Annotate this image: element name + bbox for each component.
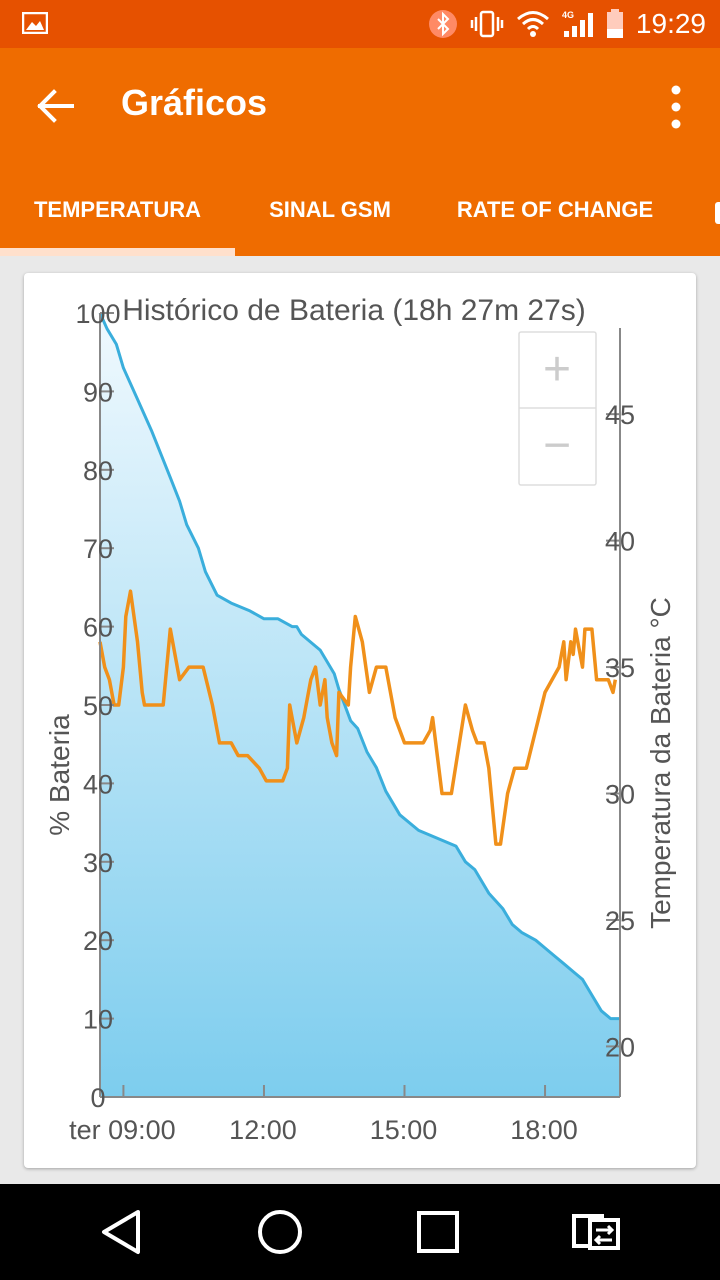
status-icons: 4G 19:29 bbox=[428, 0, 706, 48]
tab-rate-of-change[interactable]: RATE OF CHANGE bbox=[456, 197, 654, 222]
zoom-controls: + − bbox=[518, 331, 597, 486]
battery-line bbox=[98, 312, 620, 1021]
y-tick-label: 50 bbox=[83, 691, 113, 721]
x-tick-label: ter 09:00 bbox=[69, 1115, 176, 1145]
status-time: 19:29 bbox=[635, 8, 706, 39]
chart-card: 0 10 20 30 40 50 60 70 80 90 100 20 25 30 35 40 45 ter 09… bbox=[24, 273, 696, 1168]
tab-sinal-gsm[interactable]: SINAL GSM bbox=[269, 197, 391, 222]
y-axis-label: % Bateria bbox=[44, 714, 75, 836]
tab-indicator bbox=[0, 248, 235, 256]
page-title: Gráficos bbox=[121, 82, 268, 123]
y-tick-label: 90 bbox=[83, 377, 113, 407]
y2-axis-label: Temperatura da Bateria °C bbox=[645, 597, 676, 929]
arrow-back-icon[interactable] bbox=[30, 80, 82, 132]
tab-overflow-edge bbox=[715, 202, 720, 224]
zoom-in-label: + bbox=[543, 343, 571, 396]
y2-tick-label: 40 bbox=[605, 527, 635, 557]
recents-nav-icon[interactable] bbox=[406, 1200, 470, 1264]
tab-temperatura[interactable]: TEMPERATURA bbox=[33, 197, 202, 222]
y-tick-label: 60 bbox=[83, 613, 113, 643]
y-tick-label: 80 bbox=[83, 456, 113, 486]
x-tick-label: 18:00 bbox=[510, 1115, 578, 1145]
x-tick-label: 12:00 bbox=[229, 1115, 297, 1145]
switch-app-icon[interactable] bbox=[564, 1200, 628, 1264]
network-type-label: 4G bbox=[562, 10, 574, 20]
back-nav-icon[interactable] bbox=[90, 1200, 154, 1264]
navigation-bar bbox=[0, 1184, 720, 1280]
bluetooth-icon bbox=[428, 10, 457, 38]
y2-tick-label: 35 bbox=[605, 653, 635, 683]
status-bar: 4G 19:29 bbox=[0, 0, 720, 48]
wifi-icon bbox=[516, 11, 549, 37]
battery-area bbox=[100, 313, 620, 1097]
y-tick-label: 10 bbox=[83, 1005, 113, 1035]
y2-tick-label: 30 bbox=[605, 780, 635, 810]
temperature-line bbox=[98, 589, 618, 846]
zoom-out-label: − bbox=[543, 419, 571, 472]
vibrate-icon bbox=[470, 10, 504, 38]
x-tick-label: 15:00 bbox=[370, 1115, 438, 1145]
y-tick-label: 40 bbox=[83, 769, 113, 799]
y-tick-label: 100 bbox=[75, 299, 120, 329]
tab-bar: TEMPERATURA SINAL GSM RATE OF CHANGE bbox=[0, 176, 720, 256]
battery-history-chart[interactable]: 0 10 20 30 40 50 60 70 80 90 100 20 25 30 35 40 45 ter 09… bbox=[24, 273, 696, 1168]
y2-tick-label: 25 bbox=[605, 906, 635, 936]
y-tick-label: 20 bbox=[83, 926, 113, 956]
y2-tick-label: 45 bbox=[605, 400, 635, 430]
app-bar: Gráficos TEMPERATURA SINAL GSM RATE OF C… bbox=[0, 48, 720, 256]
y2-tick-label: 20 bbox=[605, 1032, 635, 1062]
y-tick-label: 70 bbox=[83, 534, 113, 564]
signal-4g-icon: 4G bbox=[562, 10, 593, 37]
battery-icon bbox=[606, 9, 623, 38]
more-vert-icon[interactable] bbox=[660, 82, 692, 132]
image-notification-icon bbox=[22, 12, 48, 34]
home-nav-icon[interactable] bbox=[248, 1200, 312, 1264]
chart-title: Histórico de Bateria (18h 27m 27s) bbox=[122, 294, 586, 327]
y-tick-label: 0 bbox=[90, 1083, 105, 1113]
y-tick-label: 30 bbox=[83, 848, 113, 878]
